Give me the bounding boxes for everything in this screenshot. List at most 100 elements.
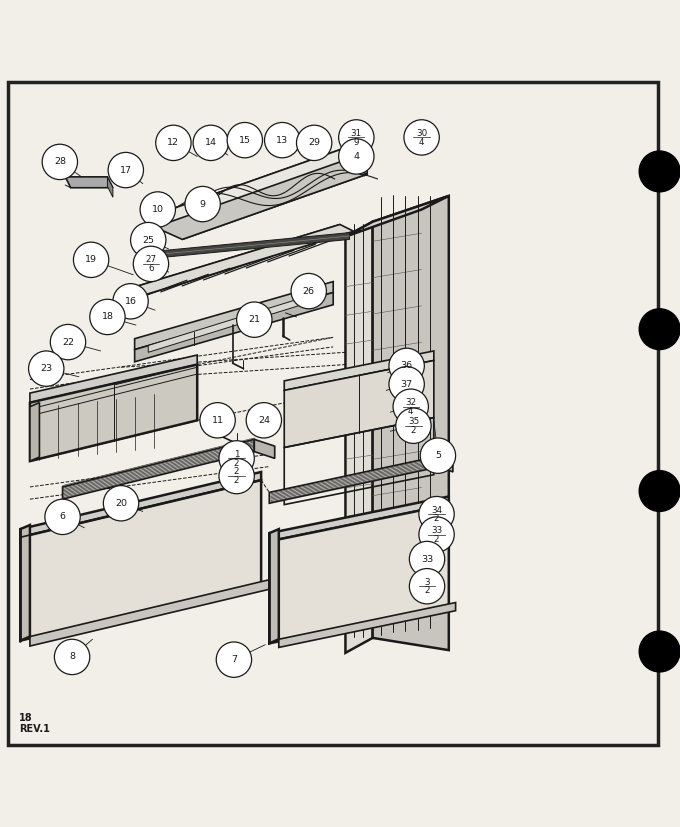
Circle shape [185, 186, 220, 222]
Text: 10: 10 [152, 205, 164, 214]
Circle shape [389, 348, 424, 384]
Circle shape [42, 144, 78, 179]
Circle shape [108, 152, 143, 188]
Text: 16: 16 [124, 297, 137, 306]
Text: 19: 19 [85, 256, 97, 265]
Polygon shape [441, 456, 453, 472]
Polygon shape [121, 224, 340, 302]
Circle shape [409, 568, 445, 604]
Polygon shape [135, 281, 333, 350]
Circle shape [419, 517, 454, 552]
Circle shape [219, 458, 254, 494]
Text: 14: 14 [205, 138, 217, 147]
Circle shape [133, 246, 169, 281]
Circle shape [639, 471, 680, 511]
Circle shape [639, 631, 680, 672]
Polygon shape [269, 456, 441, 504]
Text: 5: 5 [435, 452, 441, 460]
Text: 26: 26 [303, 287, 315, 295]
Circle shape [265, 122, 300, 158]
Circle shape [131, 222, 166, 258]
Text: 9: 9 [354, 137, 359, 146]
Text: 35: 35 [408, 417, 419, 426]
Text: 8: 8 [69, 653, 75, 662]
Circle shape [45, 500, 80, 534]
Polygon shape [20, 472, 261, 538]
Text: 4: 4 [419, 137, 424, 146]
Text: 31: 31 [351, 129, 362, 138]
Polygon shape [63, 439, 254, 500]
Circle shape [339, 139, 374, 174]
Text: 30: 30 [416, 129, 427, 138]
Circle shape [246, 403, 282, 438]
Polygon shape [30, 355, 197, 403]
Circle shape [90, 299, 125, 335]
Circle shape [193, 125, 228, 160]
Circle shape [639, 308, 680, 350]
Circle shape [219, 441, 254, 476]
Circle shape [50, 324, 86, 360]
Text: 1: 1 [234, 450, 239, 459]
Text: 2: 2 [434, 535, 439, 544]
Text: 4: 4 [408, 407, 413, 416]
Polygon shape [137, 232, 350, 260]
Text: 13: 13 [276, 136, 288, 145]
Text: 25: 25 [142, 236, 154, 245]
Circle shape [339, 120, 374, 155]
Text: 18: 18 [101, 313, 114, 322]
Polygon shape [107, 177, 113, 198]
Text: 12: 12 [167, 138, 180, 147]
Text: 33: 33 [421, 555, 433, 563]
Polygon shape [284, 351, 434, 390]
Polygon shape [279, 603, 456, 648]
Polygon shape [269, 504, 449, 643]
Text: 32: 32 [405, 398, 416, 407]
Circle shape [291, 274, 326, 308]
Circle shape [227, 122, 262, 158]
Text: 33: 33 [431, 526, 442, 535]
Text: 7: 7 [231, 655, 237, 664]
Polygon shape [121, 224, 354, 298]
Polygon shape [373, 196, 449, 650]
Text: 37: 37 [401, 380, 413, 389]
Circle shape [237, 302, 272, 337]
Text: 27: 27 [146, 256, 156, 265]
Circle shape [156, 125, 191, 160]
Polygon shape [65, 177, 113, 188]
Text: 6: 6 [60, 513, 65, 521]
Circle shape [639, 151, 680, 192]
Polygon shape [345, 196, 449, 237]
Text: 17: 17 [120, 165, 132, 174]
Text: 6: 6 [148, 264, 154, 273]
Text: 2: 2 [424, 586, 430, 595]
Text: 21: 21 [248, 315, 260, 324]
Text: 2: 2 [234, 476, 239, 485]
Polygon shape [30, 580, 271, 646]
Text: 11: 11 [211, 416, 224, 425]
Polygon shape [155, 150, 367, 226]
Text: 9: 9 [200, 199, 205, 208]
Text: 2: 2 [434, 514, 439, 523]
Text: 3: 3 [424, 577, 430, 586]
Polygon shape [135, 293, 333, 362]
Circle shape [216, 642, 252, 677]
Polygon shape [30, 365, 197, 461]
Text: 36: 36 [401, 361, 413, 370]
Circle shape [54, 639, 90, 675]
Circle shape [140, 192, 175, 227]
Polygon shape [345, 222, 373, 653]
Text: 29: 29 [308, 138, 320, 147]
Polygon shape [20, 525, 30, 641]
Polygon shape [30, 365, 197, 461]
Circle shape [393, 389, 428, 424]
Circle shape [113, 284, 148, 319]
Circle shape [200, 403, 235, 438]
Circle shape [419, 496, 454, 532]
Polygon shape [148, 293, 320, 352]
Circle shape [103, 485, 139, 521]
Text: 23: 23 [40, 364, 52, 373]
Text: 28: 28 [54, 157, 66, 166]
Text: 4: 4 [354, 152, 359, 161]
Text: 2: 2 [411, 426, 416, 435]
Text: 15: 15 [239, 136, 251, 145]
